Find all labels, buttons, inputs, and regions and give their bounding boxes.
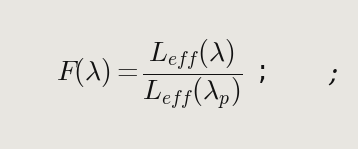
- Text: ;: ;: [328, 61, 338, 88]
- Text: $F(\lambda) = \dfrac{L_{eff}(\lambda)}{L_{eff}(\lambda_p)}\;\;$;: $F(\lambda) = \dfrac{L_{eff}(\lambda)}{L…: [56, 37, 266, 112]
